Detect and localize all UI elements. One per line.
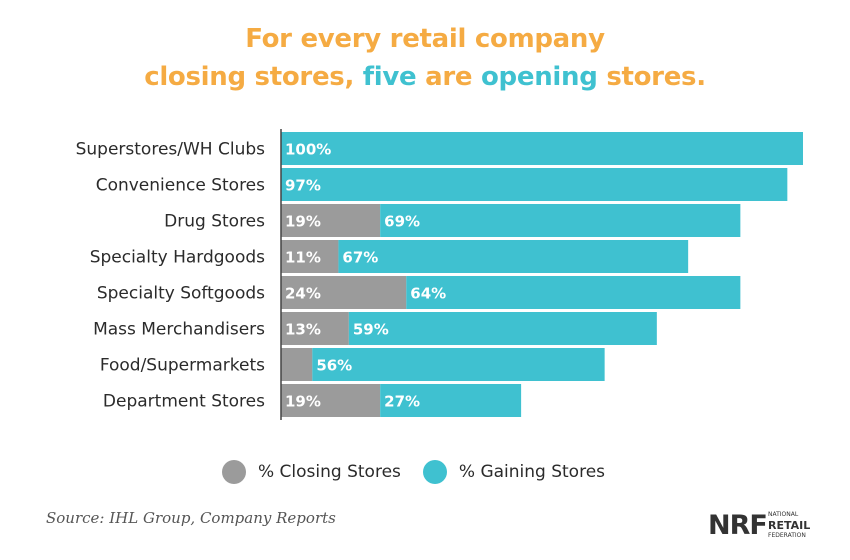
logo-line1: NATIONAL — [768, 511, 799, 518]
bar-closing — [281, 204, 381, 237]
logo-main: NRF — [708, 510, 768, 541]
bar-closing — [281, 312, 349, 345]
data-label-gaining: 56% — [316, 357, 352, 375]
bar-closing — [281, 240, 339, 273]
bar-gaining — [380, 204, 741, 237]
data-label-gaining: 64% — [410, 285, 446, 303]
category-label: Convenience Stores — [96, 176, 265, 196]
bar-gaining — [406, 276, 741, 309]
category-label: Food/Supermarkets — [100, 356, 265, 376]
title-part-five: five — [362, 62, 417, 92]
title-part-closing: closing stores, — [144, 62, 363, 92]
bar-closing — [281, 276, 407, 309]
logo-line2: RETAIL — [768, 519, 811, 532]
chart-title-line2: closing stores, five are opening stores. — [0, 62, 850, 92]
source-note: Source: IHL Group, Company Reports — [46, 509, 336, 527]
nrf-logo: NRF NATIONAL RETAIL FEDERATION — [708, 508, 820, 542]
data-label-gaining: 97% — [285, 177, 321, 195]
bar-gaining — [380, 384, 522, 417]
bar-gaining — [312, 348, 605, 381]
title-part-are: are — [416, 62, 481, 92]
legend-item-closing: % Closing Stores — [222, 460, 401, 484]
data-label-gaining: 59% — [353, 321, 389, 339]
title-part-stores: stores. — [597, 62, 706, 92]
legend-swatch-gaining — [422, 460, 447, 484]
data-label-closing: 11% — [285, 249, 321, 267]
data-label-closing: 13% — [285, 321, 321, 339]
data-label-gaining: 27% — [384, 393, 420, 411]
bar-gaining — [281, 168, 788, 201]
category-label: Mass Merchandisers — [93, 320, 265, 340]
bar-closing — [281, 384, 381, 417]
title-part-opening: opening — [481, 62, 598, 92]
category-label: Drug Stores — [164, 212, 265, 232]
data-label-gaining: 69% — [384, 213, 420, 231]
data-label-closing: 19% — [285, 213, 321, 231]
legend-item-gaining: % Gaining Stores — [422, 460, 606, 484]
bar-gaining — [348, 312, 657, 345]
legend-label-gaining: % Gaining Stores — [458, 462, 606, 482]
category-label: Specialty Softgoods — [97, 284, 265, 304]
chart-title-line1: For every retail company — [245, 24, 605, 54]
logo-line3: FEDERATION — [768, 532, 806, 539]
legend-label-closing: % Closing Stores — [258, 462, 401, 482]
data-label-closing: 19% — [285, 393, 321, 411]
category-label: Superstores/WH Clubs — [76, 140, 266, 160]
legend: % Closing Stores % Gaining Stores — [222, 458, 627, 486]
bar-gaining — [281, 132, 803, 165]
data-label-closing: 24% — [285, 285, 321, 303]
category-label: Department Stores — [103, 392, 265, 412]
category-label: Specialty Hardgoods — [90, 248, 265, 268]
data-label-gaining: 67% — [342, 249, 378, 267]
bar-gaining — [338, 240, 689, 273]
legend-swatch-closing — [222, 460, 246, 484]
data-label-gaining: 100% — [285, 141, 331, 159]
bar-closing — [281, 348, 313, 381]
